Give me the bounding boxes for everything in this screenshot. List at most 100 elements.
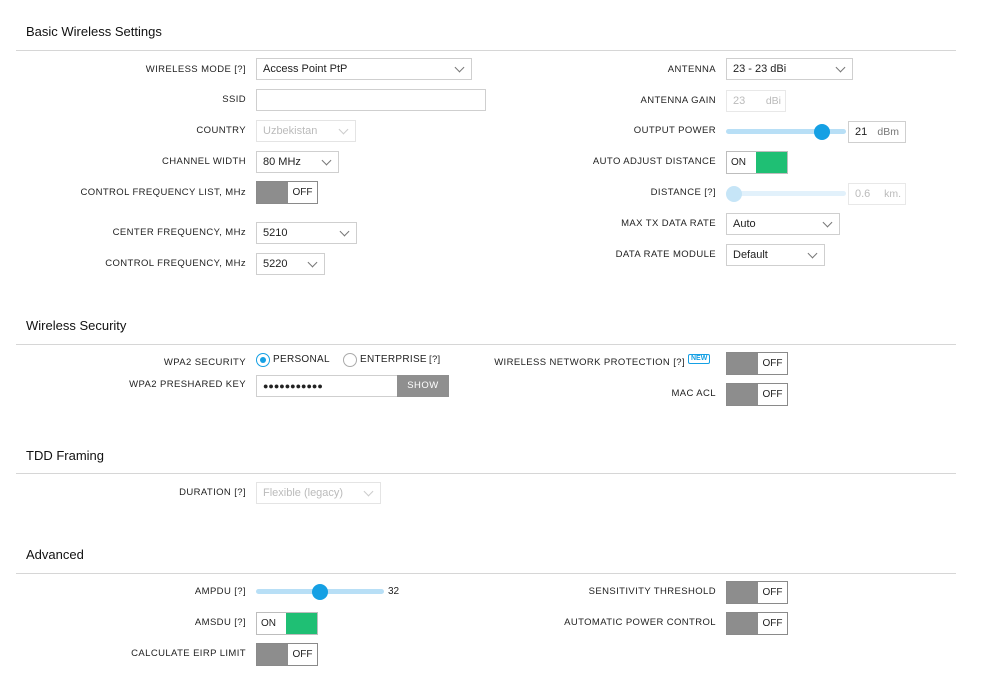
channel-width-value: 80 MHz <box>263 156 301 168</box>
wireless-mode-select[interactable]: Access Point PtP <box>256 58 472 80</box>
chevron-down-icon <box>822 217 833 228</box>
distance-label: DISTANCE [?] <box>650 187 716 198</box>
psk-label: WPA2 PRESHARED KEY <box>129 379 246 390</box>
max-tx-label: MAX TX DATA RATE <box>621 218 716 229</box>
toggle-knob <box>727 582 758 603</box>
mac-acl-label: MAC ACL <box>671 388 716 399</box>
toggle-knob <box>257 182 288 203</box>
chevron-down-icon <box>321 155 332 166</box>
toggle-state: ON <box>727 152 756 173</box>
eirp-label: CALCULATE EIRP LIMIT <box>131 648 246 659</box>
toggle-state: ON <box>257 613 286 634</box>
chevron-down-icon <box>835 62 846 73</box>
duration-label: DURATION [?] <box>179 487 246 498</box>
section-title-advanced: Advanced <box>26 547 84 562</box>
control-freq-list-toggle[interactable]: OFF <box>256 181 318 204</box>
toggle-state: OFF <box>758 384 787 405</box>
enterprise-help-link[interactable]: [?] <box>429 354 441 365</box>
toggle-state: OFF <box>758 613 787 634</box>
toggle-knob <box>727 384 758 405</box>
divider <box>16 50 956 51</box>
antenna-select[interactable]: 23 - 23 dBi <box>726 58 853 80</box>
output-power-input[interactable]: 21 dBm <box>848 121 906 143</box>
output-power-unit: dBm <box>877 126 899 138</box>
wireless-mode-label: WIRELESS MODE [?] <box>145 64 246 75</box>
toggle-knob <box>286 613 317 634</box>
chevron-down-icon <box>339 226 350 237</box>
antenna-gain-unit: dBi <box>765 95 781 107</box>
sensitivity-toggle[interactable]: OFF <box>726 581 788 604</box>
divider <box>16 573 956 574</box>
duration-select: Flexible (legacy) <box>256 482 381 504</box>
max-tx-select[interactable]: Auto <box>726 213 840 235</box>
distance-input: 0.6 km. <box>848 183 906 205</box>
toggle-state: OFF <box>288 182 317 203</box>
output-power-value: 21 <box>855 126 868 138</box>
distance-slider <box>726 186 846 202</box>
wnp-toggle[interactable]: OFF <box>726 352 788 375</box>
control-freq-label: CONTROL FREQUENCY, MHz <box>105 258 246 269</box>
apc-toggle[interactable]: OFF <box>726 612 788 635</box>
antenna-value: 23 - 23 dBi <box>733 63 787 75</box>
chevron-down-icon <box>307 257 318 268</box>
radio-unchecked-icon <box>343 353 357 367</box>
output-power-label: OUTPUT POWER <box>633 125 716 136</box>
data-rate-module-value: Default <box>733 249 768 261</box>
toggle-knob <box>756 152 787 173</box>
chevron-down-icon <box>454 62 465 73</box>
antenna-gain-field: 23 dBi <box>726 90 786 112</box>
duration-value: Flexible (legacy) <box>263 487 344 499</box>
center-freq-value: 5210 <box>263 227 288 239</box>
control-freq-select[interactable]: 5220 <box>256 253 325 275</box>
slider-thumb[interactable] <box>814 124 830 140</box>
data-rate-module-label: DATA RATE MODULE <box>615 249 716 260</box>
control-freq-list-label: CONTROL FREQUENCY LIST, MHz <box>80 187 246 198</box>
channel-width-label: CHANNEL WIDTH <box>161 156 246 167</box>
slider-track <box>726 191 846 196</box>
sensitivity-label: SENSITIVITY THRESHOLD <box>588 586 716 597</box>
apc-label: AUTOMATIC POWER CONTROL <box>564 617 716 628</box>
amsdu-toggle[interactable]: ON <box>256 612 318 635</box>
mac-acl-toggle[interactable]: OFF <box>726 383 788 406</box>
channel-width-select[interactable]: 80 MHz <box>256 151 339 173</box>
country-value: Uzbekistan <box>263 125 318 137</box>
divider <box>16 473 956 474</box>
section-title-tdd: TDD Framing <box>26 448 105 463</box>
slider-thumb[interactable] <box>312 584 328 600</box>
radio-personal[interactable]: PERSONAL <box>256 353 336 367</box>
wpa2-security-label: WPA2 SECURITY <box>163 357 246 368</box>
max-tx-value: Auto <box>733 218 756 230</box>
slider-track <box>726 129 846 134</box>
data-rate-module-select[interactable]: Default <box>726 244 825 266</box>
antenna-gain-value: 23 <box>733 95 746 107</box>
output-power-slider[interactable] <box>726 124 846 140</box>
amsdu-label: AMSDU [?] <box>194 617 246 628</box>
wnp-label: WIRELESS NETWORK PROTECTION [?] <box>494 357 685 368</box>
chevron-down-icon <box>363 486 374 497</box>
distance-value: 0.6 <box>855 188 871 200</box>
distance-unit: km. <box>884 188 901 200</box>
toggle-knob <box>727 353 758 374</box>
radio-enterprise[interactable]: ENTERPRISE [?] <box>343 353 443 367</box>
chevron-down-icon <box>338 124 349 135</box>
auto-adjust-label: AUTO ADJUST DISTANCE <box>592 156 716 167</box>
center-freq-select[interactable]: 5210 <box>256 222 357 244</box>
ampdu-slider[interactable] <box>256 584 384 600</box>
country-label: COUNTRY <box>196 125 246 136</box>
toggle-state: OFF <box>758 353 787 374</box>
show-password-button[interactable]: SHOW <box>397 375 449 397</box>
antenna-label: ANTENNA <box>667 64 716 75</box>
ssid-label: SSID <box>222 94 246 105</box>
auto-adjust-toggle[interactable]: ON <box>726 151 788 174</box>
slider-thumb <box>726 186 742 202</box>
antenna-gain-label: ANTENNA GAIN <box>640 95 716 106</box>
ampdu-label: AMPDU [?] <box>194 586 246 597</box>
section-title-security: Wireless Security <box>26 318 127 333</box>
ssid-input[interactable] <box>256 89 486 111</box>
toggle-knob <box>727 613 758 634</box>
eirp-toggle[interactable]: OFF <box>256 643 318 666</box>
wireless-mode-value: Access Point PtP <box>263 63 348 75</box>
psk-input[interactable]: ●●●●●●●●●●● <box>256 375 398 397</box>
chevron-down-icon <box>807 248 818 259</box>
radio-checked-icon <box>256 353 270 367</box>
